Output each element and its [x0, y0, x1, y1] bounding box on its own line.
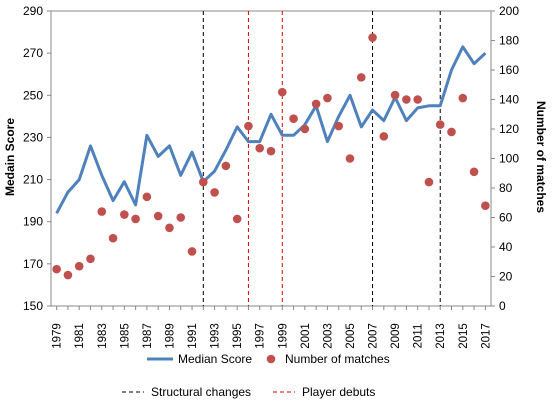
match-count-point	[424, 177, 434, 187]
match-count-point	[311, 99, 321, 109]
plot-border	[50, 10, 492, 307]
match-count-point	[255, 143, 265, 153]
match-count-point	[402, 95, 411, 104]
match-count-point	[176, 213, 186, 222]
match-count-point	[447, 127, 456, 137]
y2-tick-label: 200	[499, 4, 519, 18]
match-count-point	[232, 214, 242, 224]
y2-tick-label: 140	[499, 93, 519, 107]
x-tick-label: 1981	[74, 323, 86, 349]
y2-tick-label: 20	[499, 270, 513, 284]
x-tick-label: 1987	[142, 323, 154, 349]
match-count-point	[289, 114, 298, 123]
match-count-point	[244, 121, 253, 131]
match-count-point	[142, 192, 152, 202]
x-tick-label: 1995	[232, 323, 244, 349]
y-tick-label: 210	[23, 173, 43, 187]
match-count-point	[97, 207, 107, 216]
y-tick-label: 250	[23, 88, 43, 102]
x-tick-label: 1985	[119, 323, 131, 349]
legend-label: Player debuts	[302, 385, 375, 399]
match-count-point	[187, 247, 197, 256]
match-count-point	[266, 146, 276, 156]
y2-tick-label: 80	[499, 181, 513, 195]
x-tick-label: 1983	[97, 323, 109, 349]
match-count-point	[199, 177, 208, 187]
legend: Median Score Number of matches Structural …	[122, 352, 390, 399]
y2-tick-label: 60	[499, 211, 513, 225]
match-count-point	[153, 211, 163, 221]
y2-tick-label: 40	[499, 240, 513, 254]
y2-tick-label: 180	[499, 34, 519, 48]
match-count-point	[165, 223, 174, 233]
match-count-point	[458, 93, 468, 103]
match-count-point	[108, 233, 118, 243]
legend-label: Median Score	[178, 352, 252, 366]
match-count-point	[356, 73, 366, 82]
median-score-line	[55, 45, 487, 215]
reference-lines	[202, 11, 441, 306]
match-count-point	[86, 254, 95, 264]
x-tick-label: 2007	[368, 323, 380, 349]
match-count-point	[469, 167, 479, 177]
match-count-point	[481, 201, 490, 210]
match-count-point	[221, 161, 231, 171]
plot-area	[50, 10, 492, 307]
match-count-point	[334, 121, 343, 131]
match-count-point	[131, 214, 140, 224]
y-tick-label: 190	[23, 215, 43, 229]
x-tick-label: 1989	[164, 323, 176, 349]
match-count-point	[74, 261, 84, 271]
y2-tick-label: 0	[499, 299, 506, 313]
y2-axis-title: Number of matches	[534, 101, 548, 213]
x-tick-label: 2017	[480, 323, 492, 349]
match-count-point	[413, 95, 422, 104]
x-tick-label: 1997	[255, 323, 267, 349]
y2-tick-label: 100	[499, 152, 519, 166]
legend-label: Structural changes	[151, 385, 251, 399]
match-count-point	[390, 90, 400, 100]
x-tick-label: 1991	[187, 323, 199, 349]
match-count-point	[323, 93, 332, 103]
x-tick-label: 1999	[277, 323, 289, 349]
y-tick-label: 230	[23, 130, 43, 144]
number-of-matches-series	[52, 33, 490, 280]
match-count-point	[277, 87, 287, 97]
median-score-series	[55, 45, 487, 215]
y2-tick-label: 120	[499, 122, 519, 136]
axes: 150 170 190 210 230 250 270 290 0 20 40 60 80 100 120 1…	[23, 4, 519, 349]
match-count-point	[63, 270, 73, 280]
x-tick-label: 2005	[345, 323, 357, 349]
match-count-point	[300, 124, 310, 134]
match-count-point	[52, 264, 61, 274]
x-tick-label: 2011	[413, 324, 425, 349]
x-tick-label: 2013	[435, 323, 447, 349]
x-tick-label: 2003	[322, 323, 334, 349]
match-count-point	[345, 154, 355, 163]
y-tick-label: 270	[23, 46, 43, 60]
x-tick-label: 2001	[300, 323, 312, 349]
match-count-point	[379, 132, 389, 141]
x-tick-label: 1993	[210, 323, 222, 349]
y-tick-label: 150	[23, 299, 43, 313]
match-count-point	[120, 210, 129, 219]
match-count-point	[435, 120, 445, 129]
legend-label: Number of matches	[285, 352, 390, 366]
y-tick-label: 170	[23, 257, 43, 271]
x-tick-label: 1979	[52, 323, 64, 349]
y-tick-label: 290	[23, 4, 43, 18]
x-tick-label: 2009	[390, 323, 402, 349]
x-tick-label: 2015	[458, 323, 470, 349]
legend-dot-swatch	[266, 354, 276, 364]
match-count-point	[368, 33, 377, 42]
match-count-point	[210, 188, 219, 197]
y2-tick-label: 160	[499, 63, 519, 77]
y-axis-title: Medain Score	[3, 118, 17, 196]
